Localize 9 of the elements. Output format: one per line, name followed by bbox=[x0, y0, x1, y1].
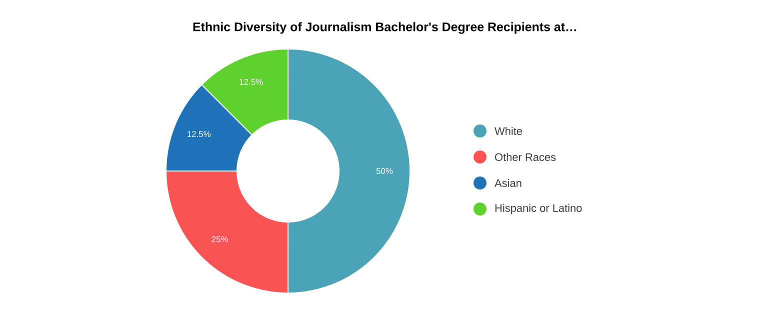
data-label: 12.5% bbox=[240, 78, 263, 85]
chart-title: Ethnic Diversity of Journalism Bachelor's Degree Recipients at… bbox=[193, 22, 576, 34]
legend-label: Other Races bbox=[495, 152, 556, 162]
legend-label: White bbox=[494, 126, 522, 136]
legend-label: Asian bbox=[494, 178, 522, 188]
data-label: 25% bbox=[212, 236, 228, 242]
legend-label: Hispanic or Latino bbox=[495, 204, 582, 214]
data-label: 50% bbox=[376, 168, 393, 174]
data-label: 12.5% bbox=[187, 131, 211, 138]
